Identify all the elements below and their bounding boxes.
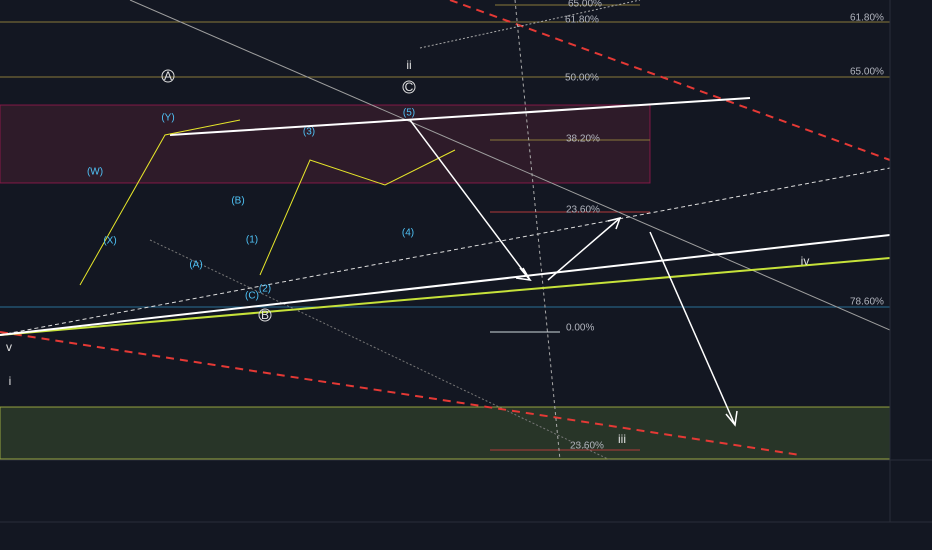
wave-label: B xyxy=(261,308,269,322)
wave-circle xyxy=(402,80,416,94)
arrow xyxy=(515,267,532,282)
arrow xyxy=(725,410,738,427)
wave-label: ii xyxy=(406,58,411,72)
trend-line xyxy=(514,0,561,461)
trend-line xyxy=(0,331,801,456)
trend-line xyxy=(0,234,891,336)
wave-label: (5) xyxy=(403,108,415,119)
wave-label: A xyxy=(164,69,172,83)
arrow xyxy=(547,217,621,281)
trend-line xyxy=(149,239,611,461)
fib-label: 78.60% xyxy=(850,297,884,308)
wave-label: (4) xyxy=(402,228,414,239)
arrow xyxy=(607,216,622,230)
fib-label: 23.60% xyxy=(566,205,600,216)
wave-label: (A) xyxy=(189,260,202,271)
fib-label: 65.00% xyxy=(568,0,602,10)
wave-label: (X) xyxy=(103,236,116,247)
wave-label: (Y) xyxy=(161,113,174,124)
zone xyxy=(0,406,891,460)
wave-label: (C) xyxy=(245,291,259,302)
fib-label: 61.80% xyxy=(565,15,599,26)
wave-label: (1) xyxy=(246,235,258,246)
wave-label: iv xyxy=(801,254,810,268)
trend-line xyxy=(79,119,241,286)
wave-circle xyxy=(258,308,272,322)
wave-label: i xyxy=(9,374,12,388)
wave-label: C xyxy=(405,80,414,94)
fib-label: 61.80% xyxy=(850,13,884,24)
zone xyxy=(0,104,651,184)
trend-line xyxy=(259,149,456,276)
trend-line xyxy=(0,257,891,336)
wave-label: v xyxy=(6,340,12,354)
fib-label: 23.60% xyxy=(570,441,604,452)
trend-line xyxy=(129,0,891,331)
wave-label: (W) xyxy=(87,167,103,178)
wave-circle xyxy=(161,69,175,83)
arrow xyxy=(649,231,736,426)
fib-label: 0.00% xyxy=(566,323,594,334)
trend-line xyxy=(0,167,891,336)
wave-label: iii xyxy=(618,432,626,446)
wave-label: (B) xyxy=(231,196,244,207)
trend-lines xyxy=(0,0,891,461)
fib-label: 65.00% xyxy=(850,67,884,78)
wave-label: (3) xyxy=(303,127,315,138)
trend-line xyxy=(169,97,751,136)
annotations: A ii C (5) (Y) (3) (W) (X) (B) (A) (2) (… xyxy=(6,58,809,446)
fib-label: 50.00% xyxy=(565,73,599,84)
wave-label: (2) xyxy=(259,284,271,295)
trend-line xyxy=(419,0,641,49)
fib-label: 38.20% xyxy=(566,134,600,145)
